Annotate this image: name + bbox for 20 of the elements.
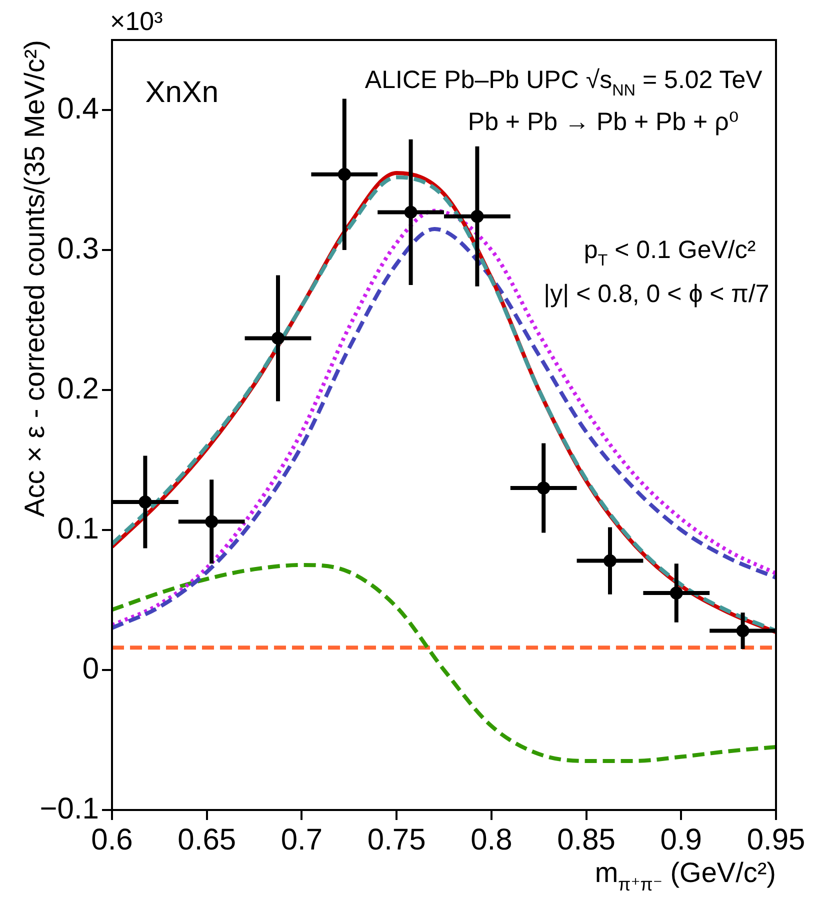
- x-tick-label: 0.8: [470, 823, 512, 856]
- y-tick-label: 0.4: [57, 92, 99, 126]
- y-tick-label: −0.1: [40, 792, 99, 826]
- annotation: |y| < 0.8, 0 < ϕ < π/7: [544, 280, 770, 308]
- text: ×10³: [110, 6, 164, 36]
- x-tick-label: 0.95: [746, 823, 806, 856]
- x-tick-label: 0.75: [367, 823, 426, 856]
- y-tick-label: 0.3: [57, 232, 99, 266]
- x-tick-label: 0.9: [660, 823, 702, 856]
- y-tick-label: 0.2: [57, 372, 99, 406]
- x-tick-label: 0.85: [557, 823, 616, 856]
- x-tick-label: 0.6: [91, 823, 133, 856]
- annotation: Pb + Pb → Pb + Pb + ρ⁰: [468, 108, 739, 136]
- y-tick-label: 0.1: [57, 512, 99, 546]
- y-tick-label: 0: [82, 652, 99, 686]
- line-series: [112, 563, 776, 763]
- y-axis-title: Acc × ε - corrected counts/(35 MeV/c²): [19, 40, 50, 517]
- x-tick-label: 0.7: [280, 823, 323, 856]
- annotation: XnXn: [145, 76, 219, 109]
- x-tick-label: 0.65: [178, 823, 236, 856]
